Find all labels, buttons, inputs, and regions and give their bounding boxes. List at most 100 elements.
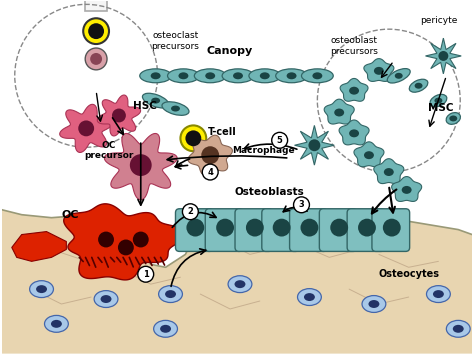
Polygon shape [64, 204, 186, 280]
Ellipse shape [36, 285, 47, 293]
Circle shape [293, 197, 310, 213]
FancyBboxPatch shape [205, 209, 243, 251]
Ellipse shape [401, 186, 411, 194]
Circle shape [83, 18, 109, 44]
Polygon shape [374, 159, 404, 184]
Circle shape [216, 219, 234, 236]
Text: OC: OC [62, 210, 79, 220]
Ellipse shape [368, 300, 379, 308]
Text: 1: 1 [143, 270, 149, 279]
Ellipse shape [30, 281, 54, 297]
Ellipse shape [154, 320, 177, 337]
Ellipse shape [298, 289, 321, 306]
Circle shape [358, 219, 376, 236]
Circle shape [130, 154, 152, 176]
Ellipse shape [384, 168, 394, 176]
Circle shape [185, 130, 201, 146]
FancyBboxPatch shape [319, 209, 357, 251]
Circle shape [186, 219, 204, 236]
Ellipse shape [194, 69, 226, 83]
Text: HSC: HSC [133, 100, 157, 110]
Ellipse shape [233, 72, 243, 79]
Text: 5: 5 [277, 136, 283, 145]
Polygon shape [364, 59, 394, 81]
Ellipse shape [415, 83, 422, 89]
Text: Osteocytes: Osteocytes [379, 269, 440, 279]
Ellipse shape [387, 69, 410, 83]
Ellipse shape [447, 320, 470, 337]
Polygon shape [294, 125, 334, 165]
Ellipse shape [159, 286, 182, 302]
Polygon shape [340, 78, 368, 101]
Ellipse shape [205, 72, 215, 79]
Circle shape [118, 240, 134, 255]
Ellipse shape [142, 93, 169, 108]
Ellipse shape [140, 69, 172, 83]
Ellipse shape [449, 115, 457, 121]
Polygon shape [392, 176, 422, 201]
FancyBboxPatch shape [262, 209, 300, 251]
Circle shape [138, 266, 154, 282]
Polygon shape [97, 95, 141, 136]
Bar [85, 0, 107, 11]
Text: Osteoblasts: Osteoblasts [235, 187, 305, 197]
Ellipse shape [287, 72, 297, 79]
Circle shape [383, 219, 401, 236]
Polygon shape [426, 38, 461, 74]
Circle shape [301, 219, 319, 236]
Ellipse shape [435, 98, 442, 104]
Circle shape [438, 51, 448, 61]
Text: Canopy: Canopy [207, 46, 253, 56]
Circle shape [85, 48, 107, 70]
Ellipse shape [151, 98, 160, 104]
Ellipse shape [162, 102, 189, 115]
Ellipse shape [94, 291, 118, 307]
Ellipse shape [179, 72, 188, 79]
Circle shape [273, 219, 291, 236]
Ellipse shape [301, 69, 333, 83]
Ellipse shape [334, 109, 344, 116]
Ellipse shape [167, 69, 199, 83]
Ellipse shape [433, 290, 444, 298]
Circle shape [88, 23, 104, 39]
Circle shape [182, 204, 198, 220]
Circle shape [246, 219, 264, 236]
Text: pericyte: pericyte [419, 16, 457, 25]
Ellipse shape [312, 72, 322, 79]
FancyBboxPatch shape [372, 209, 410, 251]
Polygon shape [339, 120, 369, 145]
Ellipse shape [409, 79, 428, 92]
Ellipse shape [349, 129, 359, 137]
Ellipse shape [276, 69, 308, 83]
Polygon shape [2, 210, 472, 354]
Ellipse shape [304, 293, 315, 301]
Polygon shape [324, 99, 354, 124]
Ellipse shape [45, 315, 68, 332]
Polygon shape [188, 135, 232, 175]
Ellipse shape [349, 87, 359, 95]
Ellipse shape [364, 151, 374, 159]
Text: Macrophage: Macrophage [232, 146, 295, 155]
Circle shape [133, 231, 149, 247]
Ellipse shape [222, 69, 254, 83]
Circle shape [309, 139, 320, 151]
Circle shape [181, 125, 206, 151]
Polygon shape [12, 231, 66, 261]
Polygon shape [104, 133, 177, 200]
Ellipse shape [453, 325, 464, 333]
Circle shape [98, 231, 114, 247]
Polygon shape [354, 142, 384, 167]
Text: 3: 3 [299, 200, 304, 209]
Text: 4: 4 [207, 168, 213, 176]
Text: osteoclast
precursors: osteoclast precursors [152, 31, 200, 50]
Text: 2: 2 [187, 207, 193, 216]
Text: MSC: MSC [428, 103, 454, 113]
Polygon shape [60, 104, 113, 152]
Circle shape [330, 219, 348, 236]
Ellipse shape [228, 276, 252, 293]
Text: T-cell: T-cell [208, 127, 237, 137]
Circle shape [272, 132, 288, 148]
Ellipse shape [430, 94, 447, 107]
Ellipse shape [249, 69, 281, 83]
Ellipse shape [51, 320, 62, 328]
